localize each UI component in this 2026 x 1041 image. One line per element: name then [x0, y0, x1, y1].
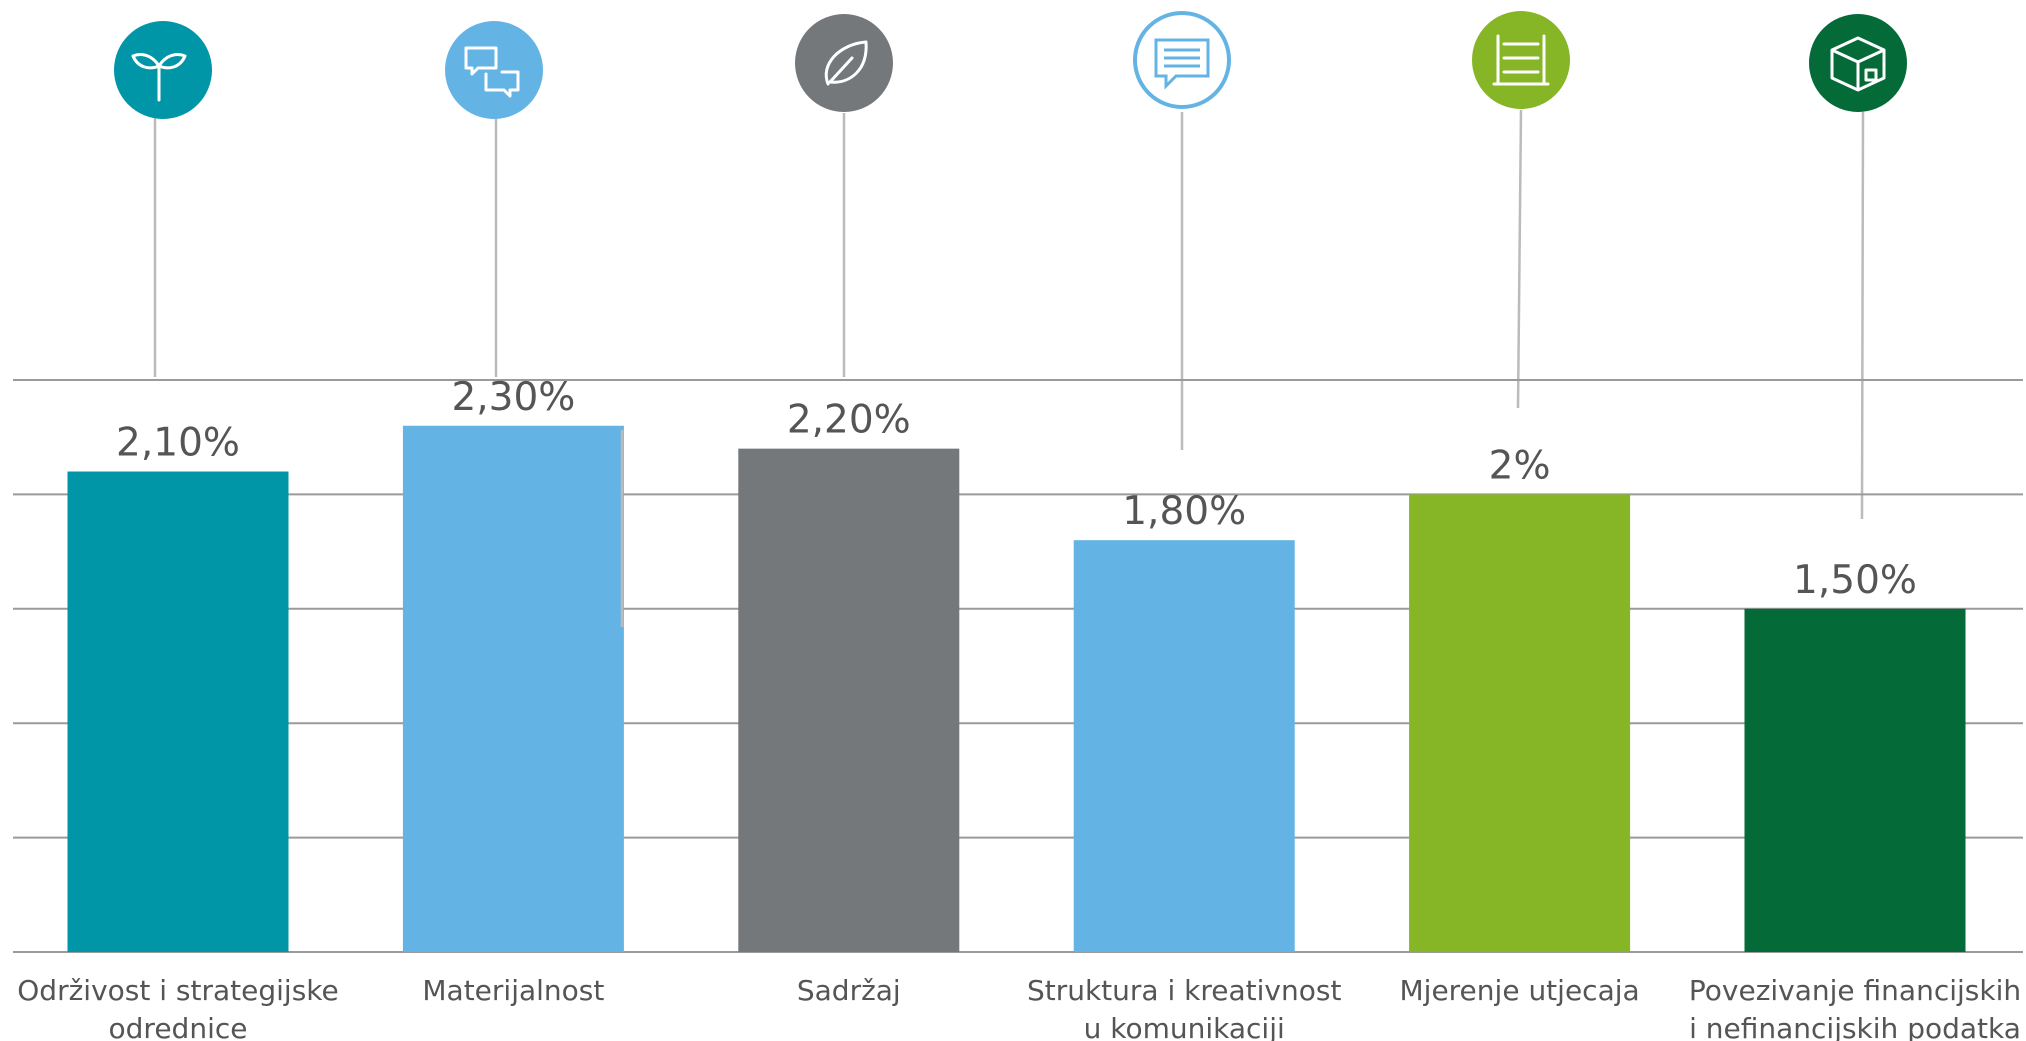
- icon-circle: [445, 21, 543, 119]
- icon-leaf: [824, 40, 868, 86]
- value-label: 2,10%: [116, 421, 240, 466]
- bar: [1073, 540, 1295, 952]
- x-tick-label: Struktura i kreativnost u komunikaciji: [1026, 974, 1342, 1041]
- x-tick-label: Mjerenje utjecaja: [1399, 974, 1640, 1007]
- bar: [738, 448, 960, 952]
- value-label: 1,50%: [1793, 558, 1917, 603]
- value-label: 2,20%: [787, 398, 911, 443]
- bar: [1409, 494, 1631, 952]
- value-label: 2,30%: [451, 375, 575, 420]
- icon-sprout: [131, 53, 187, 102]
- icon-circle: [795, 14, 893, 112]
- bar: [1744, 608, 1966, 952]
- x-tick-label: Održivost i strategijske odrednice: [17, 974, 339, 1041]
- icons: [114, 11, 1907, 520]
- x-tick-label: Povezivanje financijskih i nefinancijski…: [1688, 974, 2022, 1041]
- connector: [1860, 111, 1865, 520]
- x-tick-label: Sadržaj: [796, 974, 901, 1007]
- icon-circle: [1472, 11, 1570, 109]
- icon-message: [1154, 38, 1210, 90]
- connector: [1516, 109, 1523, 409]
- icon-chat: [464, 46, 520, 98]
- x-tick-label: Materijalnost: [422, 974, 605, 1007]
- value-label: 1,80%: [1122, 489, 1246, 534]
- icon-abacus: [1492, 34, 1550, 86]
- bar: [67, 471, 289, 952]
- value-label: 2%: [1489, 443, 1551, 488]
- icon-circle: [114, 21, 212, 119]
- icon-circle: [1133, 11, 1231, 109]
- bar: [402, 425, 624, 952]
- icon-box: [1830, 36, 1886, 92]
